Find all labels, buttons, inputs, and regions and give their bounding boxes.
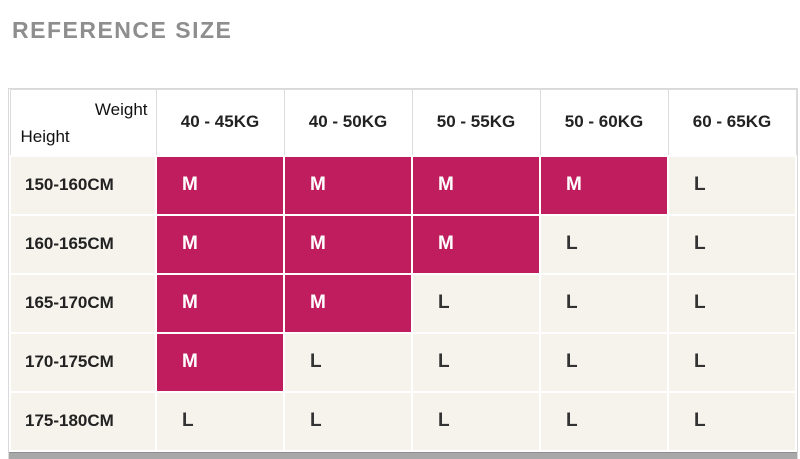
column-header-4: 50 - 60KG <box>539 89 669 156</box>
size-cell: M <box>283 154 413 216</box>
column-header-5: 60 - 65KG <box>667 89 797 156</box>
table-row: 150-160CM M M M M L <box>9 154 797 216</box>
size-cell: M <box>155 272 285 334</box>
size-cell: L <box>283 331 413 393</box>
size-cell: L <box>667 331 797 393</box>
size-cell: L <box>283 390 413 452</box>
column-header-3: 50 - 55KG <box>411 89 541 156</box>
row-label: 160-165CM <box>9 213 157 275</box>
size-cell: M <box>155 331 285 393</box>
size-cell: M <box>283 272 413 334</box>
size-cell: L <box>539 331 669 393</box>
row-label: 170-175CM <box>9 331 157 393</box>
size-cell: L <box>411 331 541 393</box>
size-cell: L <box>155 390 285 452</box>
size-cell: M <box>539 154 669 216</box>
size-cell: L <box>667 390 797 452</box>
row-label: 165-170CM <box>9 272 157 334</box>
size-table: Weight Height 40 - 45KG 40 - 50KG 50 - 55K… <box>9 89 797 452</box>
size-cell: L <box>539 213 669 275</box>
row-label: 175-180CM <box>9 390 157 452</box>
size-cell: M <box>283 213 413 275</box>
row-label: 150-160CM <box>9 154 157 216</box>
size-cell: M <box>155 213 285 275</box>
column-header-1: 40 - 45KG <box>155 89 285 156</box>
size-cell: M <box>411 154 541 216</box>
size-cell: L <box>539 390 669 452</box>
table-row: 165-170CM M M L L L <box>9 272 797 334</box>
size-reference-table: Weight Height 40 - 45KG 40 - 50KG 50 - 55K… <box>8 88 798 459</box>
weight-axis-label: Weight <box>94 100 148 119</box>
size-cell: L <box>667 272 797 334</box>
next-row-partial-strip <box>9 451 797 459</box>
table-row: 170-175CM M L L L L <box>9 331 797 393</box>
size-cell: M <box>411 213 541 275</box>
size-cell: L <box>411 272 541 334</box>
size-cell: L <box>667 154 797 216</box>
size-cell: L <box>539 272 669 334</box>
corner-header-cell: Weight Height <box>9 89 157 156</box>
height-axis-label: Height <box>20 126 70 146</box>
page-title: REFERENCE SIZE <box>12 17 233 43</box>
column-header-2: 40 - 50KG <box>283 89 413 156</box>
header-row: Weight Height 40 - 45KG 40 - 50KG 50 - 55K… <box>9 89 797 156</box>
table-row: 160-165CM M M M L L <box>9 213 797 275</box>
size-cell: L <box>411 390 541 452</box>
size-cell: L <box>667 213 797 275</box>
table-row: 175-180CM L L L L L <box>9 390 797 452</box>
size-cell: M <box>155 154 285 216</box>
